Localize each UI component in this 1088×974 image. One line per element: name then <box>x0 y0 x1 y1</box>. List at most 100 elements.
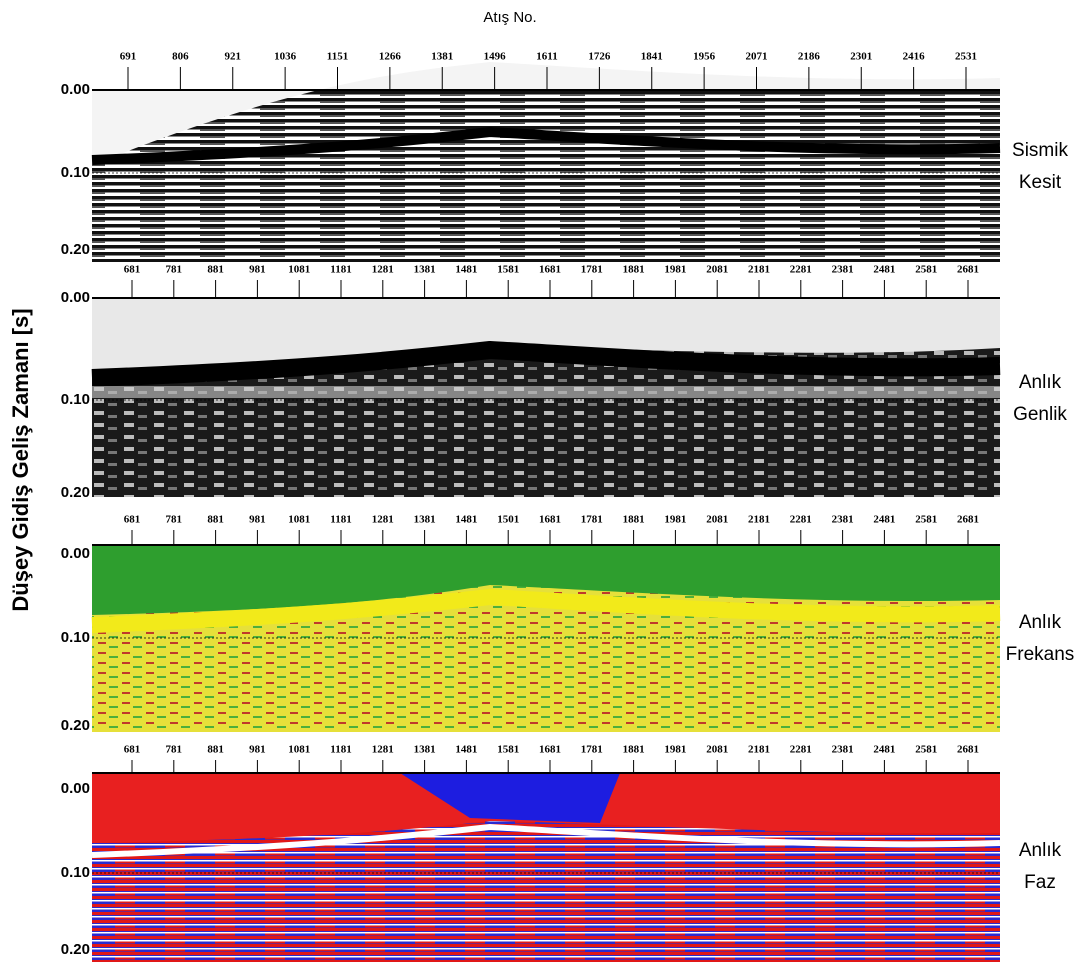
y-tick-label: 0.20 <box>61 717 90 734</box>
horizon <box>91 126 1001 165</box>
top-tick-label: 1956 <box>693 51 716 63</box>
horizon <box>91 588 1001 633</box>
top-tick-label: 2416 <box>903 51 926 63</box>
top-tick-label: 2081 <box>706 514 728 526</box>
panel-label: Faz <box>1024 872 1056 893</box>
section-image <box>92 62 1000 165</box>
top-tick-label: 681 <box>124 264 141 276</box>
top-tick-label: 1081 <box>288 744 310 756</box>
top-tick-label: 1266 <box>379 51 402 63</box>
top-tick-label: 1181 <box>330 514 351 526</box>
top-tick-label: 981 <box>249 744 266 756</box>
top-tick-label: 881 <box>207 514 224 526</box>
top-tick-label: 2581 <box>915 514 937 526</box>
top-tick-label: 681 <box>124 514 141 526</box>
top-tick-label: 2381 <box>832 264 854 276</box>
section-image <box>92 386 1000 398</box>
top-tick-label: 1881 <box>623 514 645 526</box>
top-tick-label: 1981 <box>664 514 686 526</box>
y-tick-label: 0.10 <box>61 629 90 646</box>
top-tick-label: 2481 <box>873 744 895 756</box>
top-tick-label: 2581 <box>915 744 937 756</box>
top-tick-label: 1381 <box>431 51 453 63</box>
top-tick-label: 1681 <box>539 744 561 756</box>
top-tick-label: 2186 <box>798 51 821 63</box>
top-tick-label: 2181 <box>748 744 770 756</box>
top-tick-label: 1281 <box>372 744 394 756</box>
top-tick-label: 2681 <box>957 264 979 276</box>
top-tick-label: 2181 <box>748 514 770 526</box>
top-tick-label: 1081 <box>288 264 310 276</box>
y-tick-label: 0.10 <box>61 391 90 408</box>
top-tick-label: 1611 <box>536 51 557 63</box>
top-tick-label: 691 <box>120 51 137 63</box>
y-tick-label: 0.10 <box>61 164 90 181</box>
top-tick-label: 1881 <box>623 264 645 276</box>
top-tick-label: 2481 <box>873 264 895 276</box>
top-tick-label: 981 <box>249 264 266 276</box>
top-tick-label: 2081 <box>706 264 728 276</box>
top-tick-label: 1181 <box>330 264 351 276</box>
top-tick-label: 1281 <box>372 514 394 526</box>
top-tick-label: 1501 <box>497 514 519 526</box>
top-tick-label: 1036 <box>274 51 297 63</box>
top-tick-label: 2301 <box>850 51 872 63</box>
top-tick-label: 1181 <box>330 744 351 756</box>
top-tick-label: 2071 <box>746 51 768 63</box>
section-image <box>400 773 620 823</box>
horizon <box>91 340 1001 387</box>
top-tick-label: 781 <box>166 744 183 756</box>
top-tick-label: 1481 <box>455 264 477 276</box>
top-tick-label: 2381 <box>832 744 854 756</box>
top-tick-label: 881 <box>207 744 224 756</box>
top-tick-label: 1496 <box>484 51 507 63</box>
top-tick-label: 806 <box>172 51 189 63</box>
top-tick-label: 1481 <box>455 514 477 526</box>
panel-label: Sismik <box>1012 140 1068 161</box>
top-tick-label: 2681 <box>957 514 979 526</box>
top-tick-label: 1681 <box>539 264 561 276</box>
top-tick-label: 781 <box>166 514 183 526</box>
top-tick-label: 2481 <box>873 514 895 526</box>
y-tick-label: 0.00 <box>61 780 90 797</box>
top-tick-label: 1881 <box>623 744 645 756</box>
top-tick-label: 2531 <box>955 51 977 63</box>
y-axis-label: Düşey Gidiş Geliş Zamanı [s] <box>8 308 33 611</box>
section-image <box>92 90 1000 262</box>
section-image <box>92 545 1000 615</box>
top-tick-label: 2381 <box>832 514 854 526</box>
top-tick-label: 2581 <box>915 264 937 276</box>
panel-label: Kesit <box>1019 172 1062 193</box>
top-tick-label: 1981 <box>664 744 686 756</box>
top-tick-label: 1381 <box>414 264 436 276</box>
panel-label: Frekans <box>1006 644 1075 665</box>
top-tick-label: 981 <box>249 514 266 526</box>
top-tick-label: 1381 <box>414 744 436 756</box>
top-tick-label: 1781 <box>581 744 603 756</box>
top-tick-label: 1581 <box>497 264 519 276</box>
top-tick-label: 1781 <box>581 514 603 526</box>
top-tick-label: 1151 <box>327 51 348 63</box>
top-tick-label: 2281 <box>790 514 812 526</box>
panel-label: Anlık <box>1019 372 1062 393</box>
panel-label: Genlik <box>1013 404 1067 425</box>
y-tick-label: 0.00 <box>61 289 90 306</box>
top-tick-label: 1481 <box>455 744 477 756</box>
top-tick-label: 1581 <box>497 744 519 756</box>
panel-label: Anlık <box>1019 840 1062 861</box>
section-image <box>92 298 1000 370</box>
y-tick-label: 0.20 <box>61 484 90 501</box>
top-tick-label: 1981 <box>664 264 686 276</box>
y-tick-label: 0.20 <box>61 241 90 258</box>
y-tick-label: 0.10 <box>61 864 90 881</box>
x-axis-label: Atış No. <box>483 9 536 26</box>
top-tick-label: 1281 <box>372 264 394 276</box>
top-tick-label: 1381 <box>414 514 436 526</box>
top-tick-label: 1081 <box>288 514 310 526</box>
top-tick-label: 1681 <box>539 514 561 526</box>
top-tick-label: 781 <box>166 264 183 276</box>
top-tick-label: 2081 <box>706 744 728 756</box>
top-tick-label: 2181 <box>748 264 770 276</box>
top-tick-label: 921 <box>225 51 242 63</box>
